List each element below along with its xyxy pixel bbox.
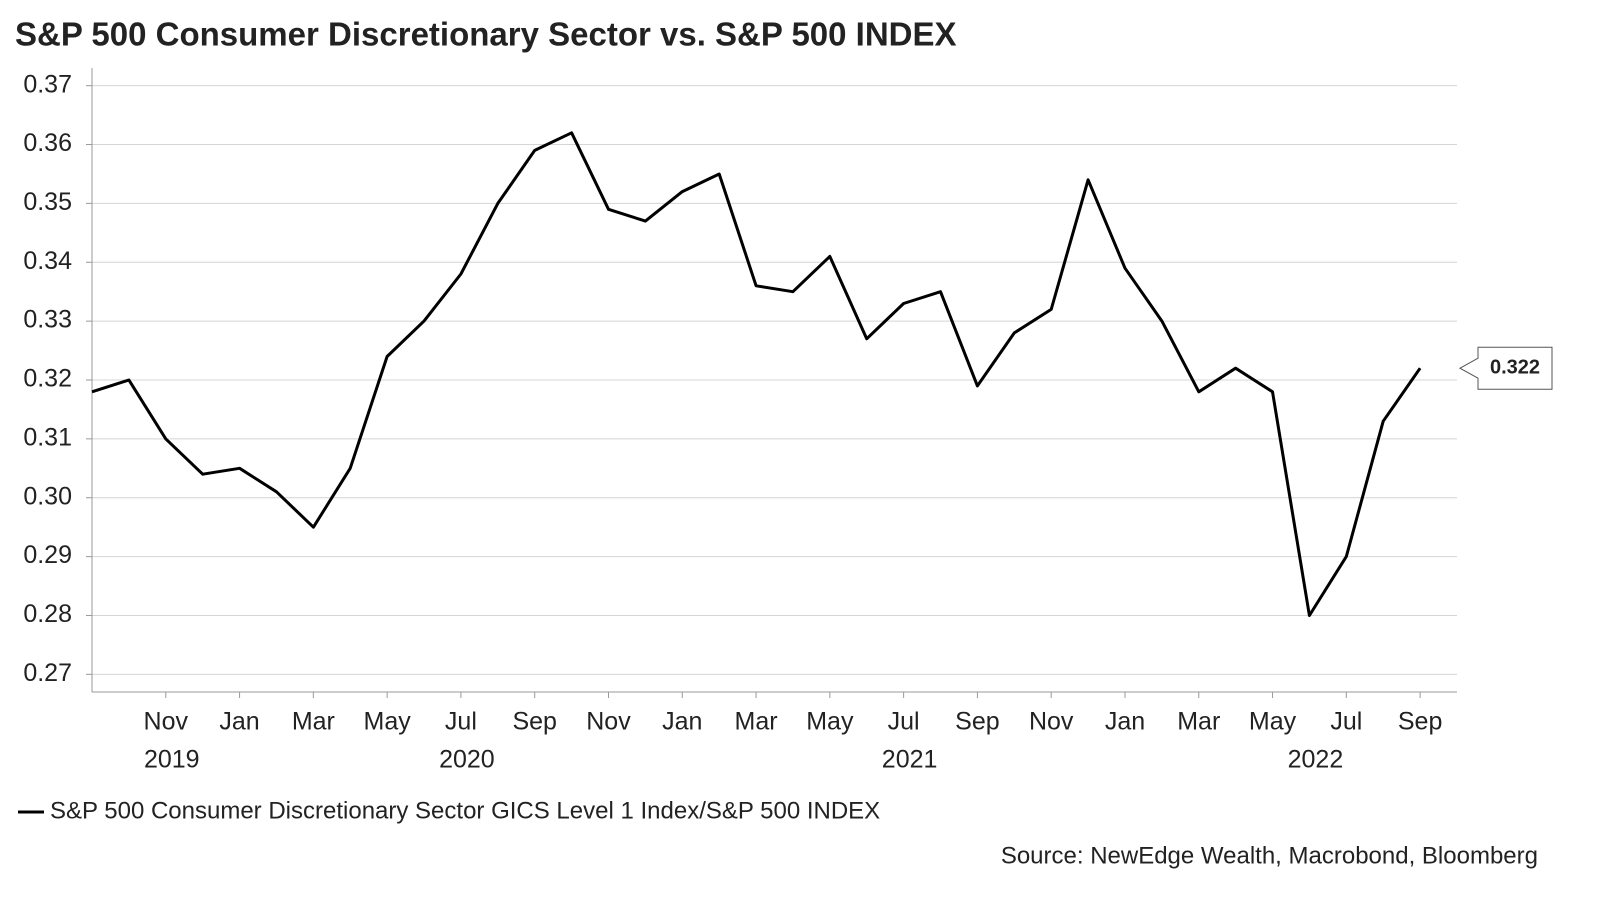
x-tick-label: Sep: [1398, 708, 1442, 736]
x-tick-label: Mar: [735, 708, 778, 736]
last-value-label: 0.322: [1490, 357, 1540, 379]
y-tick-label: 0.31: [23, 423, 72, 451]
x-tick-label: May: [364, 708, 412, 736]
x-tick-label: May: [1249, 708, 1297, 736]
x-tick-label: Jan: [219, 708, 259, 736]
x-tick-label: Jul: [1330, 708, 1362, 736]
x-tick-label: Sep: [512, 708, 556, 736]
y-tick-label: 0.33: [23, 306, 72, 334]
x-year-label: 2020: [439, 746, 495, 774]
y-tick-label: 0.28: [23, 600, 72, 628]
x-tick-label: Mar: [292, 708, 335, 736]
last-value-box: [1458, 346, 1553, 390]
x-tick-label: Nov: [586, 708, 631, 736]
y-tick-label: 0.32: [23, 365, 72, 393]
y-tick-label: 0.34: [23, 247, 72, 275]
y-tick-label: 0.35: [23, 188, 72, 216]
source: Source: NewEdge Wealth, Macrobond, Bloom…: [1001, 842, 1538, 869]
y-tick-label: 0.29: [23, 541, 72, 569]
x-year-label: 2022: [1288, 746, 1344, 774]
chart-title: S&P 500 Consumer Discretionary Sector vs…: [15, 16, 957, 53]
x-tick-label: Jul: [445, 708, 477, 736]
y-tick-label: 0.27: [23, 659, 72, 687]
x-tick-label: Nov: [1029, 708, 1074, 736]
line-series: [91, 131, 1422, 617]
y-tick-label: 0.36: [23, 129, 72, 157]
x-tick-label: Jul: [888, 708, 920, 736]
y-tick-label: 0.30: [23, 482, 72, 510]
x-year-label: 2019: [144, 746, 200, 774]
y-tick-label: 0.37: [23, 70, 72, 98]
legend-label: S&P 500 Consumer Discretionary Sector GI…: [50, 797, 880, 824]
x-tick-label: Sep: [955, 708, 999, 736]
x-tick-label: Nov: [144, 708, 189, 736]
x-year-label: 2021: [882, 746, 938, 774]
x-tick-label: Mar: [1177, 708, 1220, 736]
x-tick-label: Jan: [1105, 708, 1145, 736]
x-tick-label: May: [806, 708, 854, 736]
x-tick-label: Jan: [662, 708, 702, 736]
